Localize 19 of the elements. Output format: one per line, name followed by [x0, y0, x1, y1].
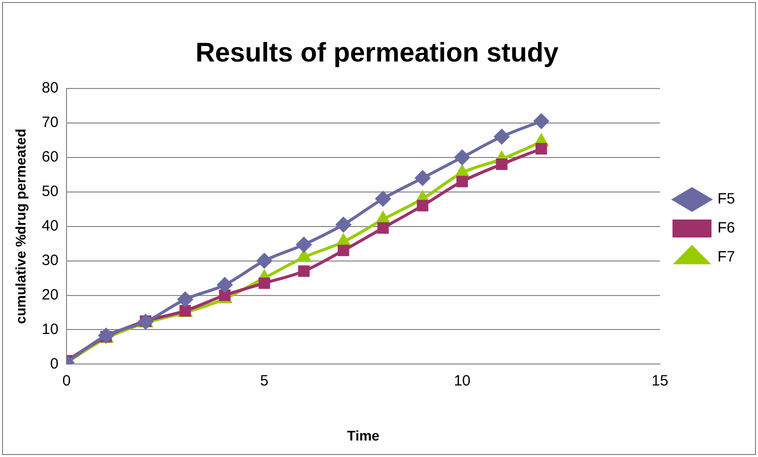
y-tick-label: 40: [42, 217, 58, 234]
y-tick-label: 70: [42, 114, 58, 132]
y-tick-label: 0: [50, 355, 58, 372]
legend-label: F7: [717, 248, 736, 266]
y-axis-title: cumulative %drug permeated: [12, 128, 28, 324]
y-tick-label: 80: [42, 80, 58, 97]
x-tick-label: 0: [62, 372, 71, 390]
x-tick-label: 10: [454, 372, 470, 390]
x-tick-label: 5: [260, 372, 268, 390]
chart-title: Results of permeation study: [195, 38, 559, 68]
y-tick-label: 60: [42, 148, 58, 166]
x-tick-label: 15: [652, 372, 668, 390]
y-tick-label: 50: [42, 182, 58, 200]
y-tick-label: 10: [42, 320, 58, 338]
x-axis-title: Time: [347, 427, 380, 444]
y-tick-label: 20: [42, 286, 58, 304]
y-tick-label: 30: [42, 252, 58, 269]
legend-label: F6: [717, 220, 736, 237]
legend-label: F5: [717, 190, 736, 208]
